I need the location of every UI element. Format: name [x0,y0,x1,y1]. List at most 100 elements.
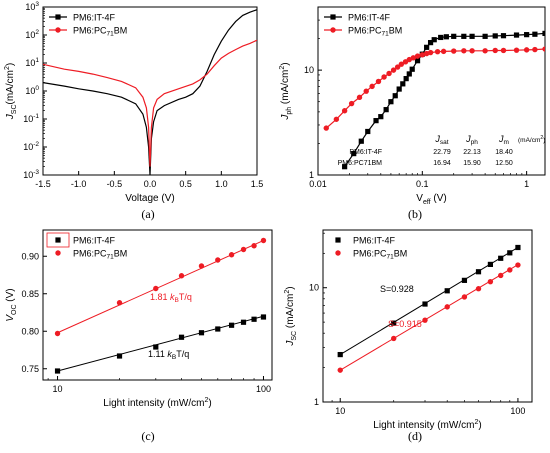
table-row-label: PM6:PC71BM [338,160,383,167]
y-tick-exponent: 3 [35,1,39,8]
data-point [440,48,447,55]
legend: PM6:IT-4F PM6:PC71BM [46,232,127,261]
x-tick-label: 10 [335,406,345,416]
legend-text: PM6:PC [353,249,387,259]
data-point [500,33,507,39]
legend-text-sub: 71 [107,31,115,38]
data-point [427,40,434,46]
legend-label: PM6:IT-4F [353,236,396,246]
legend-label: PM6:IT-4F [73,13,116,23]
legend-marker [330,14,336,20]
y-axis-label-sub: SC [291,331,298,341]
data-point [383,107,389,113]
data-point [523,47,530,53]
legend-text: PM6:IT-4F [73,13,116,23]
series-line [43,39,257,167]
y-tick-exponent: 1 [35,57,39,64]
y-tick-label: 0.85 [21,289,39,299]
panel-caption: (c) [141,429,154,443]
y-tick-exponent: -1 [33,113,39,120]
y-tick-exponent: 2 [35,29,39,36]
data-point [487,261,494,267]
data-point [515,244,521,251]
series-1 [323,46,545,131]
x-axis-label: Light intensity (mW/cm2) [103,397,211,409]
y-tick-label: 1 [314,397,319,407]
data-point [507,250,513,256]
table-header-sub: ph [471,139,479,146]
series-0 [54,314,267,374]
data-point [498,272,504,279]
data-point [475,269,482,275]
y-tick-label: 10 [309,283,319,293]
annotation-sub: B [172,354,176,361]
plot-frame [322,229,533,403]
data-point [178,334,185,340]
x-tick-label: -1.0 [71,179,87,189]
table-header-main: J [465,134,471,144]
data-point [260,314,267,320]
table-header: Jph [465,134,478,146]
y-tick-label: 101 [25,57,39,68]
data-point [410,55,417,61]
table-unit: (mA/cm2) [518,135,545,144]
data-point [414,53,421,59]
data-point [116,353,123,359]
data-point [492,33,498,39]
y-axis-label: JSC (mA/cm2) [284,286,298,346]
series-0 [337,244,521,358]
table-header-main: J [498,134,504,144]
data-point [337,351,343,358]
y-axis-label-sub: OC [11,304,18,315]
annotation: 1.11 kBT/q [148,349,189,361]
data-point [381,74,387,80]
x-tick-label: 0.1 [416,179,429,189]
data-point [337,367,343,373]
y-tick-exponent: -2 [33,141,39,148]
data-point [438,34,444,41]
y-tick-base: 10 [25,58,35,68]
data-point [392,93,398,99]
legend-text-sub: 71 [382,31,390,38]
data-point [240,246,247,253]
data-point [434,48,441,55]
annotation-unit: T/q [179,292,192,302]
annotation: S=0.928 [380,284,414,294]
legend-marker [55,250,61,256]
x-axis-label-sup: 2 [204,397,208,404]
data-point [443,34,449,40]
data-point [431,37,437,43]
legend-label: PM6:PC71BM [73,26,127,38]
y-tick-base: 10 [23,114,33,124]
y-axis-label-unit: (mA/cm [285,294,296,331]
legend-text: BM [394,249,408,259]
data-point [391,320,397,326]
table-unit-close: ) [543,137,545,144]
data-point [215,257,221,263]
data-point [54,368,61,374]
y-tick-label: 0.75 [21,364,39,374]
data-point [461,48,467,54]
chart-panel-d: 10 100 1 10 PM6:IT-4F PM6:PC71BM S=0.928 S=0.91… [284,229,533,443]
data-point [342,164,348,170]
plot-frame [317,6,546,176]
data-point [396,86,402,92]
y-tick-exponent: 0 [35,85,39,92]
data-point [513,47,520,53]
data-point [394,64,401,70]
x-tick-label: -0.5 [107,179,123,189]
chart-panel-c: 10 100 0.75 0.80 0.85 0.90 PM6:IT-4F PM6:PC71BM… [5,229,273,443]
data-point [444,304,450,310]
y-tick-label: 10 [304,65,314,75]
data-point [406,56,412,63]
legend-text: PM6:PC [73,249,107,259]
table-row-label: PM6:IT-4F [349,149,382,156]
plot-area [337,244,521,373]
legend-highlight [46,232,70,248]
data-point [469,33,475,39]
data-point [482,48,488,54]
data-point [369,83,375,90]
y-tick-base: 10 [25,2,35,12]
table-unit-sup: 2 [540,135,543,141]
data-point [153,344,159,350]
